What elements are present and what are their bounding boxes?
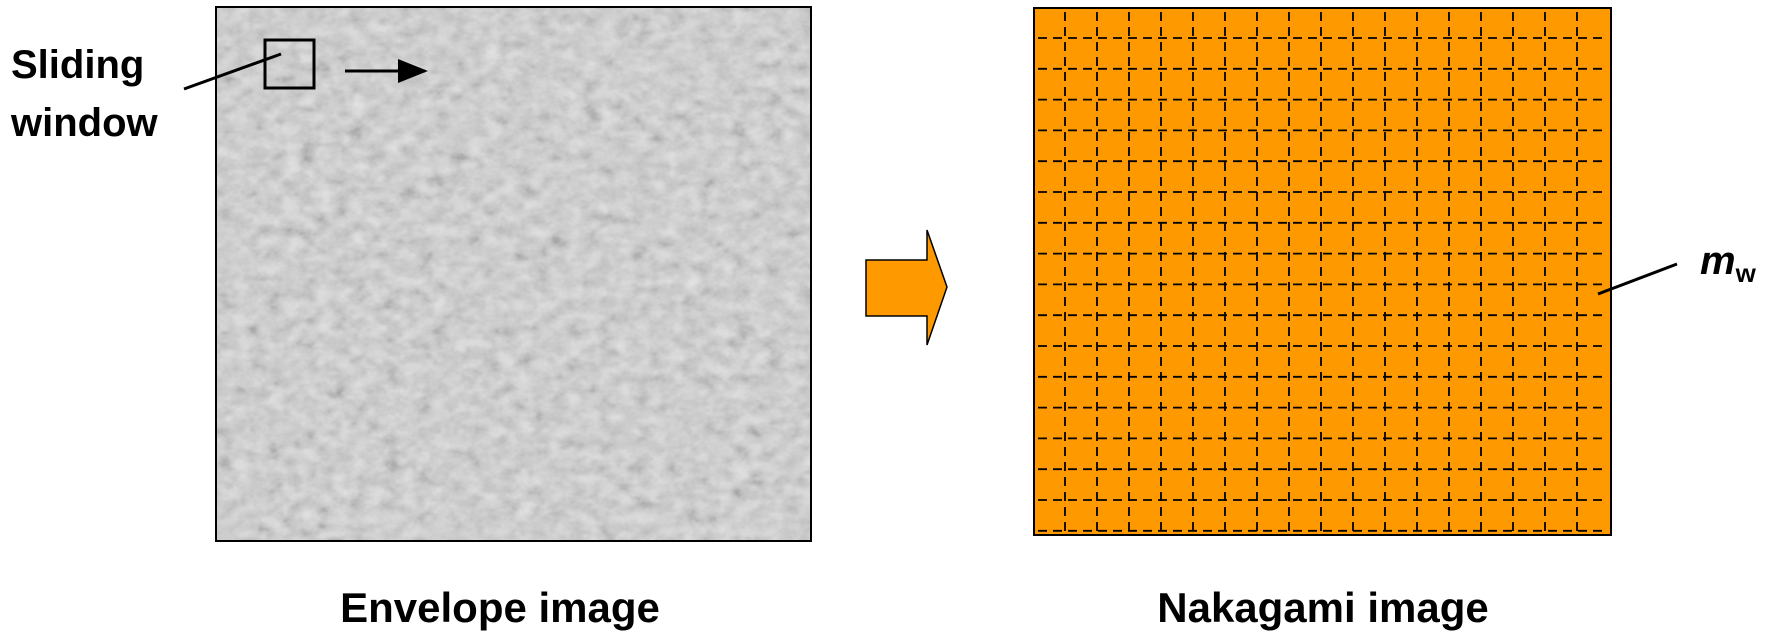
parameter-label: mw bbox=[1700, 239, 1757, 288]
parameter-symbol: m bbox=[1700, 239, 1736, 283]
page: {"annotations": {"sliding_window": ["Sli… bbox=[0, 0, 1773, 636]
block-arrow bbox=[866, 230, 947, 345]
nakagami-image bbox=[1034, 8, 1611, 535]
annotation-label: window bbox=[10, 101, 159, 145]
parameter-subscript: w bbox=[1735, 258, 1757, 288]
diagram: Sliding window mw Envelope image Nakagam… bbox=[0, 0, 1773, 636]
caption: Envelope image bbox=[340, 584, 660, 631]
caption: Nakagami image bbox=[1157, 584, 1489, 631]
annotation-label: Sliding bbox=[11, 43, 144, 87]
